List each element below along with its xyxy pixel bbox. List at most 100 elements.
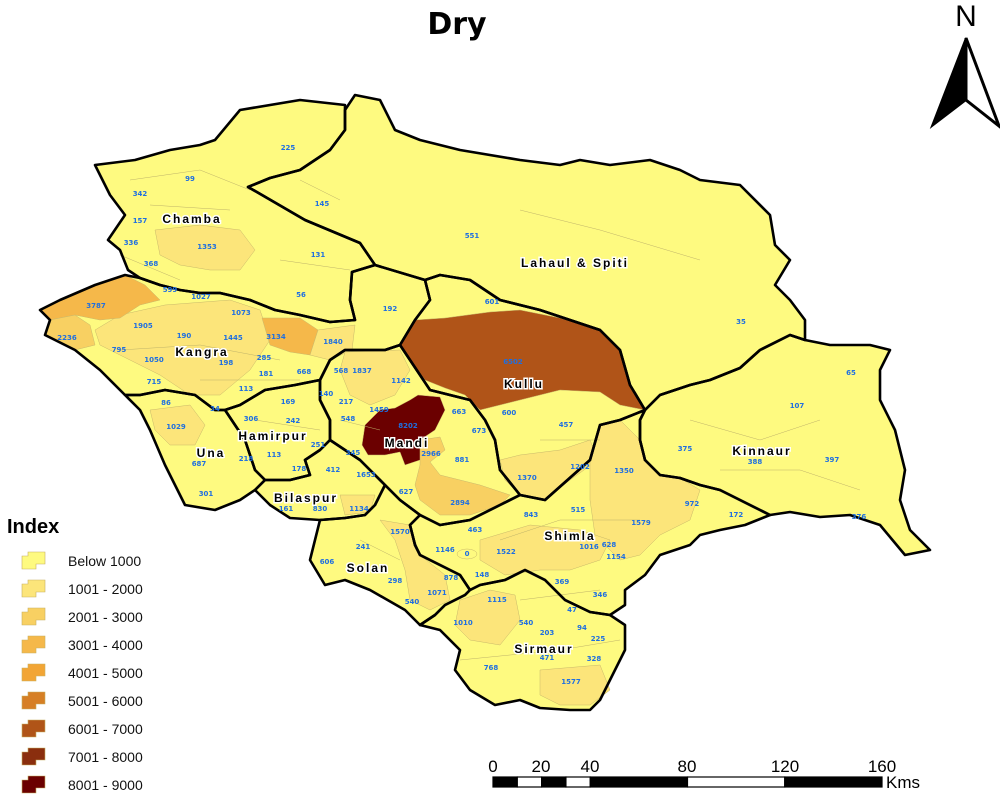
district-bilaspur-boundary: [253, 438, 387, 522]
value-label: 843: [524, 511, 539, 519]
value-label: 471: [540, 654, 555, 662]
value-label: 140: [319, 390, 334, 398]
value-label: 241: [356, 543, 371, 551]
value-label: 668: [297, 368, 312, 376]
value-label: 34: [210, 405, 220, 413]
value-label: 198: [219, 359, 234, 367]
value-label: 94: [577, 624, 587, 632]
district-name-kangra: Kangra: [175, 345, 228, 359]
legend-label: 6001 - 7000: [68, 721, 143, 737]
patch-1001-2000: [339, 349, 411, 406]
scale-tick-label: 20: [532, 757, 551, 776]
patch-6001-7000: [399, 309, 646, 411]
value-label: 3134: [266, 333, 286, 341]
value-label: 463: [468, 526, 483, 534]
value-label: 878: [444, 574, 459, 582]
north-arrow: N: [929, 0, 1000, 129]
patch-2001-3000: [414, 436, 511, 516]
value-label: 830: [313, 505, 328, 513]
district-name-shimla: Shimla: [544, 529, 595, 543]
value-label: 376: [852, 513, 867, 521]
value-label: 107: [790, 402, 805, 410]
value-label: 192: [383, 305, 398, 313]
district-name-hamirpur: Hamirpur: [238, 429, 307, 443]
value-label: 148: [475, 571, 490, 579]
legend-swatch: [21, 663, 46, 682]
district-names: Chamba Lahaul & Spiti Kangra Kullu Kinna…: [161, 211, 791, 658]
scale-bar-segment: [541, 776, 567, 788]
north-label: N: [955, 0, 977, 33]
legend-label: 3001 - 4000: [68, 637, 143, 653]
value-label: 1353: [197, 243, 217, 251]
value-label: 457: [559, 421, 574, 429]
value-label: 551: [465, 232, 480, 240]
value-label: 336: [124, 239, 139, 247]
value-label: 568: [334, 367, 349, 375]
value-label: 1154: [606, 553, 626, 561]
value-label: 172: [729, 511, 744, 519]
value-label: 548: [341, 415, 356, 423]
value-label: 628: [602, 541, 617, 549]
value-label: 2236: [57, 334, 77, 342]
legend-swatch: [21, 607, 46, 626]
legend-swatch: [21, 551, 46, 570]
scale-bar-segment: [589, 776, 689, 788]
scale-tick-label: 160: [868, 757, 896, 776]
patch-8001-9000: [361, 394, 446, 466]
district-name-chamba: Chamba: [162, 212, 221, 226]
value-label: 1027: [191, 293, 211, 301]
value-label: 161: [279, 505, 294, 513]
legend-swatch: [21, 775, 46, 794]
value-label: 178: [292, 465, 307, 473]
value-label: 6502: [503, 358, 523, 366]
legend-swatch: [21, 635, 46, 654]
north-arrow-left-half: [929, 37, 967, 129]
value-label: 1350: [614, 467, 634, 475]
value-label: 113: [239, 385, 254, 393]
scale-bar-segment: [784, 776, 883, 788]
value-label: 369: [555, 578, 570, 586]
scale-bar: 0 20 40 80 120 160 Kms: [488, 757, 920, 792]
value-label: 972: [685, 500, 700, 508]
legend-label: 7001 - 8000: [68, 749, 143, 765]
value-label: 768: [484, 664, 499, 672]
value-label: 251: [311, 441, 326, 449]
value-label: 673: [472, 427, 487, 435]
value-label: 600: [502, 409, 517, 417]
value-label: 715: [147, 378, 162, 386]
value-label: 412: [326, 466, 341, 474]
value-label: 190: [177, 332, 192, 340]
legend-label: Below 1000: [68, 553, 141, 569]
patch-1001-2000: [149, 404, 206, 446]
district-sirmaur-boundary: [418, 568, 627, 712]
value-label: 346: [593, 591, 608, 599]
value-label: 397: [825, 456, 840, 464]
value-label: 65: [846, 369, 856, 377]
value-label: 218: [239, 455, 254, 463]
district-name-kinnaur: Kinnaur: [732, 444, 791, 458]
legend: Index Below 1000 1001 - 2000 2001 - 3000 30…: [7, 516, 143, 794]
value-label: 306: [244, 415, 259, 423]
value-label: 540: [405, 598, 420, 606]
value-label: 1073: [231, 309, 251, 317]
patch-1001-2000: [454, 589, 521, 646]
district-name-solan: Solan: [347, 561, 390, 575]
value-label: 169: [281, 398, 296, 406]
district-name-sirmaur: Sirmaur: [514, 642, 573, 656]
value-label: 1370: [517, 474, 537, 482]
value-label: 328: [587, 655, 602, 663]
scale-tick-label: 120: [771, 757, 799, 776]
patch-1001-2000: [154, 224, 256, 271]
scale-bar-segment: [565, 776, 591, 788]
patch-1001-2000: [94, 299, 271, 396]
value-label: 388: [748, 458, 763, 466]
value-label: 301: [199, 490, 214, 498]
value-label: 35: [736, 318, 746, 326]
value-label: 203: [540, 629, 555, 637]
value-label: 225: [281, 144, 296, 152]
scale-bar-segment: [516, 776, 543, 788]
value-label: 1071: [427, 589, 447, 597]
legend-label: 4001 - 5000: [68, 665, 143, 681]
value-label: 687: [192, 460, 207, 468]
